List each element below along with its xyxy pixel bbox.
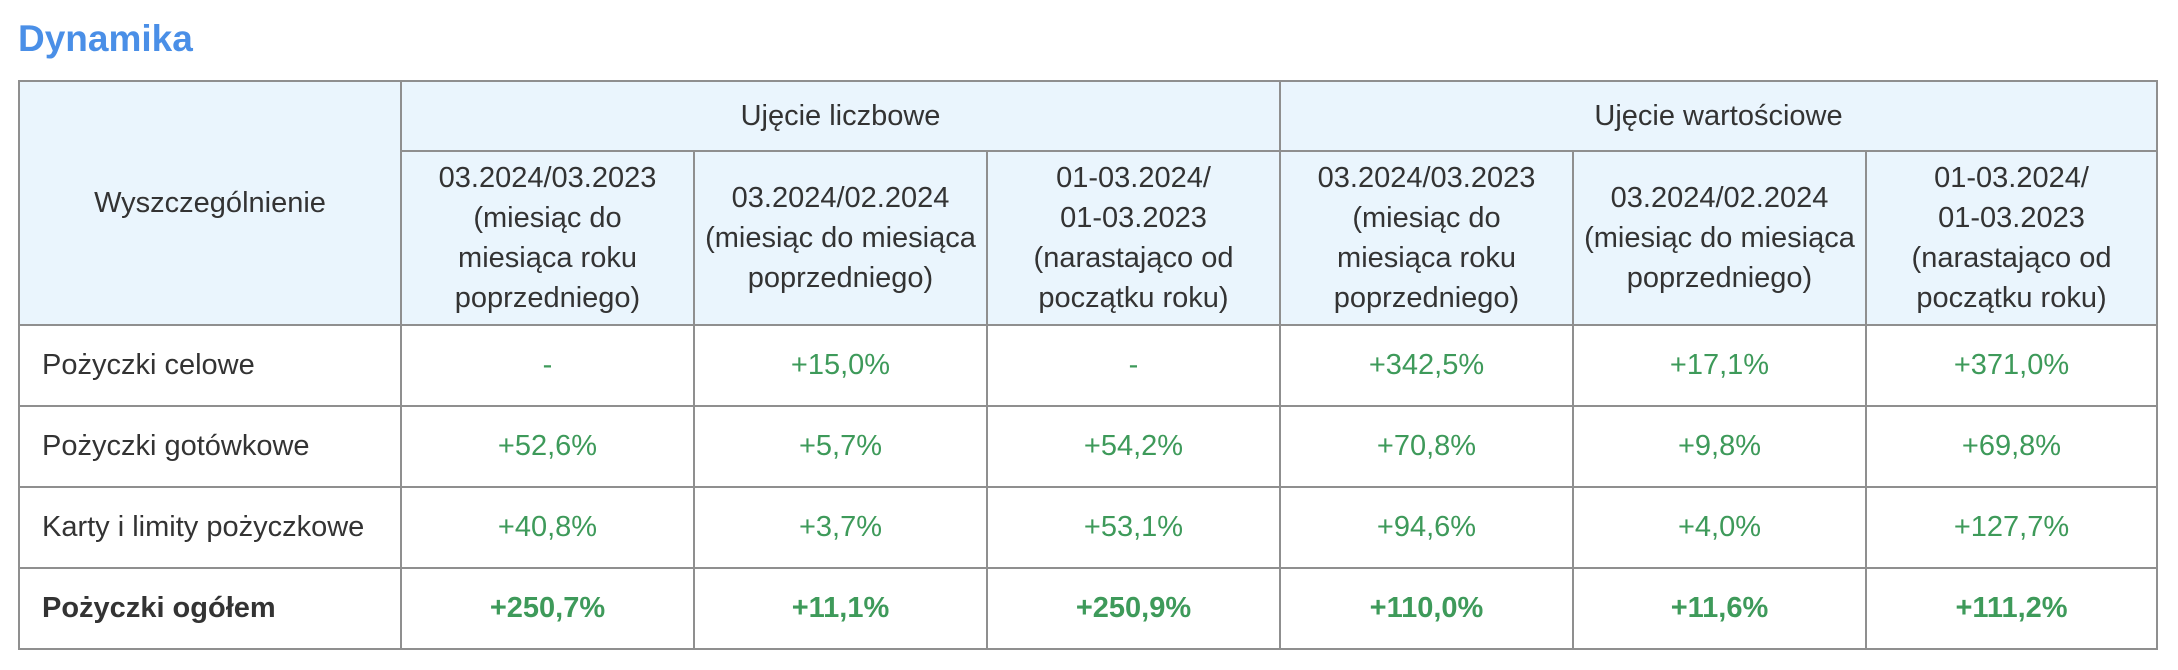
subheader-line: (narastająco od [1033, 242, 1234, 274]
subheader-line: 03.2024/02.2024 [1610, 182, 1829, 214]
subheader-value-yoy: 03.2024/03.2023 (miesiąc do miesiąca rok… [1279, 150, 1574, 326]
subheader-line: poprzedniego) [747, 262, 934, 294]
value-cell: +11,6% [1572, 567, 1867, 650]
subheader-line: poprzedniego) [1626, 262, 1813, 294]
subheader-line: (miesiąc do miesiąca [1584, 222, 1855, 254]
row-label-total: Pożyczki ogółem [18, 567, 402, 650]
subheader-line: początku roku) [1916, 282, 2107, 314]
value-cell: +53,1% [986, 486, 1281, 569]
subheader-numeric-yoy: 03.2024/03.2023 (miesiąc do miesiąca rok… [400, 150, 695, 326]
value-cell: +5,7% [693, 405, 988, 488]
subheader-line: poprzedniego) [1333, 282, 1520, 314]
subheader-line: (miesiąc do [1352, 202, 1501, 234]
value-cell: +69,8% [1864, 405, 2159, 488]
subheader-line: 03.2024/02.2024 [731, 182, 950, 214]
table-row: Pożyczki gotówkowe +52,6% +5,7% +54,2% +… [18, 405, 2159, 488]
header-subheader-row: 03.2024/03.2023 (miesiąc do miesiąca rok… [19, 150, 2159, 326]
subheader-line: miesiąca roku [458, 242, 637, 274]
header-group-row: Wyszczególnienie Ujęcie liczbowe Ujęcie … [18, 80, 2159, 326]
value-cell: +94,6% [1279, 486, 1574, 569]
dynamics-table: Wyszczególnienie Ujęcie liczbowe Ujęcie … [18, 80, 2159, 650]
subheader-line: 03.2024/03.2023 [438, 162, 657, 194]
value-cell: - [400, 324, 695, 407]
value-cell: +17,1% [1572, 324, 1867, 407]
subheader-value-mom: 03.2024/02.2024 (miesiąc do miesiąca pop… [1572, 150, 1867, 326]
subheader-line: 01-03.2024/ [1056, 162, 1211, 194]
row-label: Pożyczki celowe [18, 324, 402, 407]
row-label: Pożyczki gotówkowe [18, 405, 402, 488]
value-cell: +11,1% [693, 567, 988, 650]
subheader-line: 01-03.2024/ [1934, 162, 2089, 194]
group-header-value: Ujęcie wartościowe [1278, 80, 2159, 152]
value-cell: - [986, 324, 1281, 407]
subheader-numeric-mom: 03.2024/02.2024 (miesiąc do miesiąca pop… [693, 150, 988, 326]
subheader-line: 03.2024/03.2023 [1317, 162, 1536, 194]
subheader-line: poprzedniego) [454, 282, 641, 314]
value-cell: +3,7% [693, 486, 988, 569]
subheader-numeric-ytd: 01-03.2024/ 01-03.2023 (narastająco od p… [986, 150, 1281, 326]
table-row: Pożyczki celowe - +15,0% - +342,5% +17,1… [18, 324, 2159, 407]
value-cell: +110,0% [1279, 567, 1574, 650]
value-cell: +15,0% [693, 324, 988, 407]
value-cell: +127,7% [1864, 486, 2159, 569]
value-cell: +250,7% [400, 567, 695, 650]
subheader-line: (narastająco od [1911, 242, 2112, 274]
subheader-line: miesiąca roku [1337, 242, 1516, 274]
subheader-line: (miesiąc do [473, 202, 622, 234]
value-cell: +9,8% [1572, 405, 1867, 488]
value-cell: +342,5% [1279, 324, 1574, 407]
subheader-line: początku roku) [1038, 282, 1229, 314]
value-cell: +52,6% [400, 405, 695, 488]
row-label: Karty i limity pożyczkowe [18, 486, 402, 569]
corner-header: Wyszczególnienie [18, 80, 402, 326]
table-row-total: Pożyczki ogółem +250,7% +11,1% +250,9% +… [18, 567, 2159, 650]
value-cell: +70,8% [1279, 405, 1574, 488]
subheader-value-ytd: 01-03.2024/ 01-03.2023 (narastająco od p… [1864, 150, 2159, 326]
value-cell: +250,9% [986, 567, 1281, 650]
group-header-numeric: Ujęcie liczbowe [400, 80, 1281, 152]
value-cell: +111,2% [1864, 567, 2159, 650]
value-cell: +371,0% [1864, 324, 2159, 407]
subheader-line: (miesiąc do miesiąca [705, 222, 976, 254]
value-cell: +40,8% [400, 486, 695, 569]
table-row: Karty i limity pożyczkowe +40,8% +3,7% +… [18, 486, 2159, 569]
page-title: Dynamika [18, 18, 193, 59]
value-cell: +54,2% [986, 405, 1281, 488]
subheader-line: 01-03.2023 [1938, 202, 2085, 234]
subheader-line: 01-03.2023 [1060, 202, 1207, 234]
value-cell: +4,0% [1572, 486, 1867, 569]
